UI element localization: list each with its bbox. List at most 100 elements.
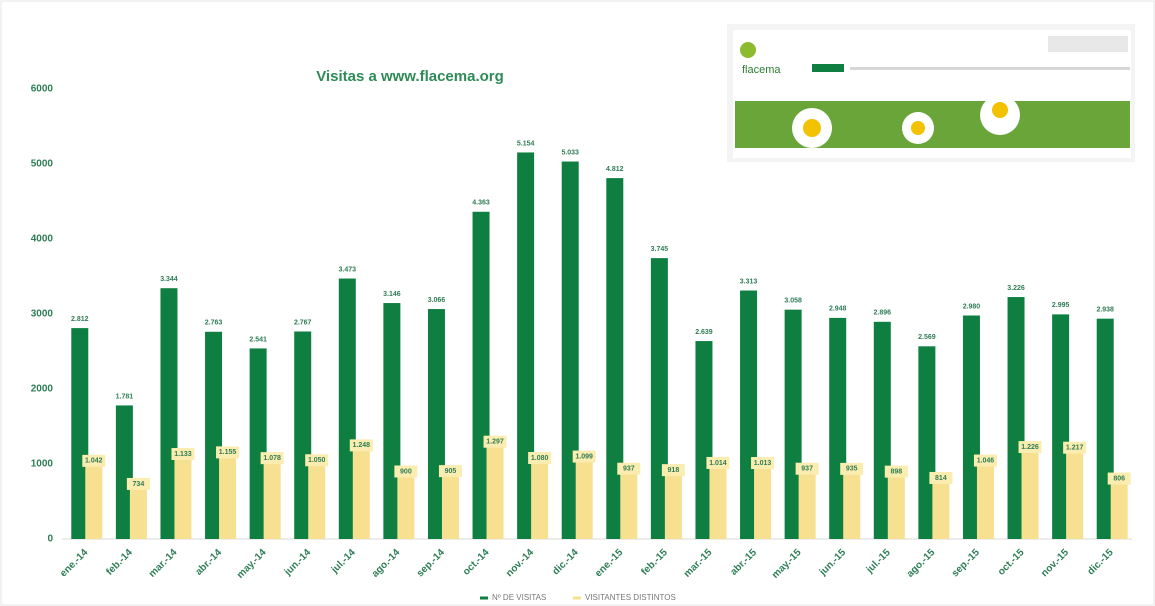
value-label: 806 [1113,475,1125,482]
bar [709,462,727,539]
bar [129,483,147,539]
value-label: 3.473 [339,266,357,273]
daisy-center [911,121,925,135]
value-label: 5.154 [517,140,535,147]
bar [695,341,713,539]
bar [338,278,356,539]
value-label-bg [706,456,730,469]
value-label: 1.042 [85,458,103,465]
bar [798,468,816,539]
value-label: 4.812 [606,166,624,173]
value-label: 3.226 [1007,285,1025,292]
value-label-bg [751,457,775,470]
value-label: 2.541 [249,336,267,343]
bar [1021,447,1039,539]
bar [1052,314,1070,539]
bar [918,346,936,539]
value-label: 905 [445,468,457,475]
value-label-bg [216,446,240,459]
value-label: 2.948 [829,306,847,313]
value-label-bg [929,471,953,484]
bar [1110,478,1128,539]
value-label: 2.763 [205,320,223,327]
bar [784,309,802,539]
daisy-center [992,102,1008,118]
value-label: 1.014 [709,460,727,467]
value-label: 2.995 [1052,302,1070,309]
value-label-bg [438,465,462,478]
bar [517,152,535,539]
value-label: 1.297 [486,439,504,446]
logo-icon [740,42,756,58]
value-label: 1.013 [754,460,772,467]
bar [561,161,579,539]
value-label: 1.217 [1066,445,1084,452]
value-label-bg [528,452,552,464]
value-label: 3.058 [784,297,802,304]
bar [664,470,682,539]
value-label-bg [1107,472,1131,485]
bar [383,303,401,539]
value-label: 2.767 [294,319,312,326]
bar [263,458,281,539]
value-label-bg [394,465,418,478]
value-label-bg [795,462,819,475]
bar [1007,297,1025,539]
bar [308,460,326,539]
value-label: 2.938 [1096,306,1114,313]
nav-active [812,64,844,72]
value-label-bg [260,452,284,465]
value-label: 2.896 [874,310,892,317]
value-label-bg [126,477,150,490]
bar [932,477,950,539]
value-label: 5.033 [561,149,579,156]
value-label-bg [840,462,864,475]
value-label-bg [884,465,908,478]
value-label: 918 [668,467,680,474]
bar [1066,447,1084,539]
legend-label: VISITANTES DISTINTOS [585,593,676,602]
y-tick-label: 3000 [31,309,54,320]
value-label: 1.133 [174,451,192,458]
value-label-bg [82,454,106,467]
value-label-bg [661,464,685,477]
bar [397,471,415,539]
value-label-bg [973,454,997,467]
value-label: 2.812 [71,316,89,323]
value-label: 1.155 [219,449,237,456]
value-label-bg [349,439,373,452]
value-label: 1.050 [308,457,326,464]
y-tick-label: 5000 [31,159,54,170]
nav-bar [850,67,1130,70]
value-label: 3.146 [383,291,401,298]
value-label-bg [305,454,329,467]
website-inset: flacema [727,24,1135,162]
bar [754,463,772,539]
bar [531,458,549,539]
daisy-center [803,119,821,137]
value-label: 1.046 [977,457,995,464]
y-tick-label: 0 [47,534,53,545]
bar [249,348,267,539]
bar [294,331,312,539]
value-label: 1.781 [116,393,134,400]
value-label: 1.078 [263,455,281,462]
bar [427,309,445,539]
bar [962,315,980,539]
y-tick-label: 2000 [31,384,54,395]
value-label: 2.639 [695,329,713,336]
value-label: 1.099 [575,453,593,460]
bar [887,471,905,539]
bar [160,288,178,539]
bar [486,441,504,539]
bar [71,328,89,539]
value-label-bg [483,435,507,448]
bar [575,456,593,539]
bar [620,468,638,539]
bar [174,454,192,539]
bar [85,460,103,539]
value-label: 3.313 [740,278,758,285]
value-label: 2.569 [918,334,936,341]
value-label: 935 [846,466,858,473]
